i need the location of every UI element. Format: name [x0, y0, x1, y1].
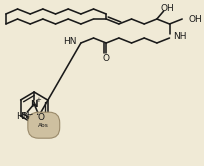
Text: N: N	[48, 116, 53, 124]
Text: •: •	[35, 112, 39, 117]
Text: +: +	[35, 97, 41, 103]
Text: NH: NH	[173, 32, 187, 41]
Text: HN: HN	[16, 112, 29, 121]
Text: OH: OH	[161, 3, 174, 12]
Text: N: N	[30, 99, 38, 109]
Text: O: O	[49, 130, 56, 139]
Text: O: O	[103, 53, 110, 63]
Text: HN: HN	[63, 37, 77, 45]
Text: O: O	[21, 112, 28, 121]
Text: Abs: Abs	[38, 123, 49, 128]
Text: N: N	[27, 117, 33, 125]
Text: −: −	[26, 111, 32, 120]
Text: OH: OH	[188, 14, 202, 24]
Text: O: O	[37, 113, 44, 122]
